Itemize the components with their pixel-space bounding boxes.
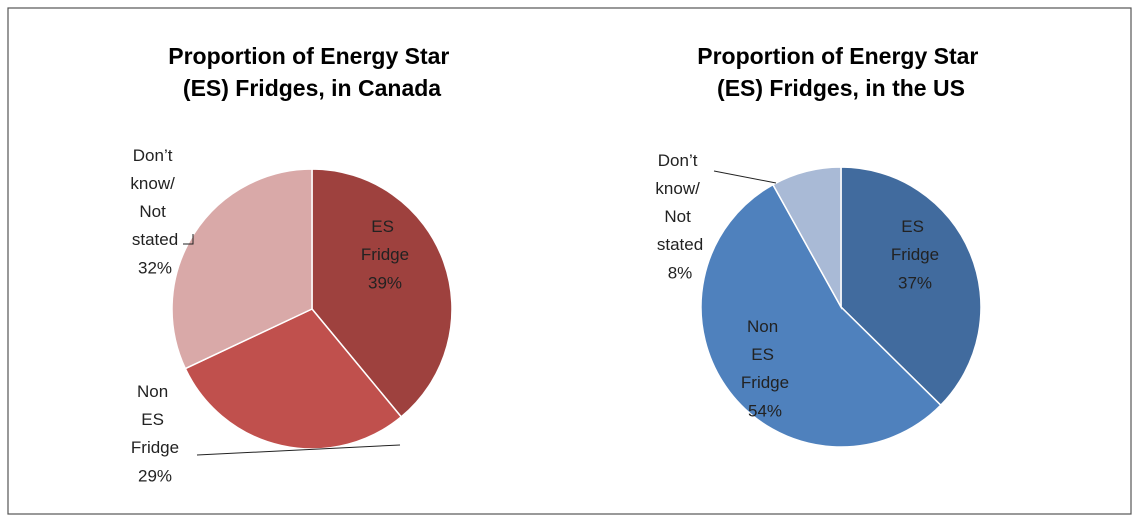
text-line: Fridge bbox=[891, 245, 939, 264]
pie-slice bbox=[771, 166, 842, 310]
value-label: 39% bbox=[368, 273, 402, 292]
text-line: Non bbox=[137, 382, 173, 401]
text-line: ES bbox=[371, 217, 398, 236]
slice-label: ES Fridge bbox=[891, 217, 939, 264]
value-label: 8% bbox=[668, 263, 693, 282]
value-label: 37% bbox=[898, 273, 932, 292]
leader-line bbox=[713, 170, 777, 184]
slice-label: Non ES Fridge bbox=[741, 317, 789, 392]
chart-title: Proportion of Energy Star (ES) Fridges, … bbox=[168, 43, 456, 101]
text-line: Don’t bbox=[658, 151, 702, 170]
value-label: 54% bbox=[748, 401, 782, 420]
text-line: Fridge bbox=[361, 245, 409, 264]
text-line: Don’t bbox=[133, 146, 177, 165]
pie-slice bbox=[840, 166, 982, 407]
text-line: Proportion of Energy Star bbox=[168, 43, 456, 69]
text-line: know/ bbox=[130, 174, 179, 193]
value-label: 32% bbox=[138, 258, 172, 277]
text-line: ES bbox=[141, 410, 168, 429]
slice-label: ES Fridge bbox=[361, 217, 409, 264]
text-line: stated bbox=[132, 230, 178, 249]
text-line: know/ bbox=[655, 179, 704, 198]
leader-line bbox=[196, 444, 401, 456]
text-line: stated bbox=[657, 235, 703, 254]
text-line: Non bbox=[747, 317, 783, 336]
text-line: Fridge bbox=[131, 438, 179, 457]
text-line: ES bbox=[901, 217, 928, 236]
text-line: (ES) Fridges, in the US bbox=[717, 75, 965, 101]
pie-slice bbox=[311, 168, 453, 418]
pie-slice bbox=[700, 183, 942, 448]
slice-label: Don’t know/ Not stated bbox=[130, 146, 179, 249]
text-line: ES bbox=[751, 345, 778, 364]
text-line: Proportion of Energy Star bbox=[697, 43, 985, 69]
value-label: 29% bbox=[138, 466, 172, 485]
chart-title: Proportion of Energy Star (ES) Fridges, … bbox=[697, 43, 985, 101]
slice-label: Don’t know/ Not stated bbox=[655, 151, 704, 254]
text-line: Not bbox=[664, 207, 695, 226]
leader-line bbox=[183, 234, 194, 245]
text-line: Not bbox=[139, 202, 170, 221]
pie-slice bbox=[171, 168, 313, 370]
text-line: (ES) Fridges, in Canada bbox=[183, 75, 441, 101]
slice-label: Non ES Fridge bbox=[131, 382, 179, 457]
text-line: Fridge bbox=[741, 373, 789, 392]
